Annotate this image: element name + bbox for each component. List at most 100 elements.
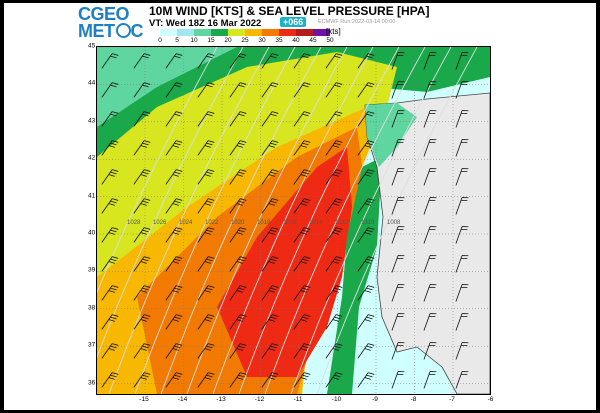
wind-barb	[261, 140, 279, 156]
wind-barb	[133, 314, 151, 330]
wind-barb	[293, 343, 311, 359]
isobar-label: 1026	[153, 220, 167, 226]
wind-barb	[261, 256, 279, 272]
isobar-label: 1010	[361, 220, 375, 226]
wind-barb	[165, 227, 183, 243]
cgeometoc-logo: CGEO MET C	[78, 4, 150, 46]
wind-barb	[423, 313, 437, 331]
isobar-line	[97, 47, 244, 358]
wind-barb	[133, 140, 151, 156]
valid-time: VT: Wed 18Z 16 Mar 2022	[149, 18, 262, 29]
wind-barb	[325, 82, 343, 98]
wind-barb	[391, 81, 405, 99]
logo-line-1: CGEO	[78, 4, 130, 24]
wind-barb	[423, 255, 437, 273]
wind-barb	[101, 198, 119, 214]
latitude-label: 40	[88, 229, 96, 237]
colorbar-tick-label: 20	[224, 37, 232, 44]
wind-barb	[229, 227, 247, 243]
wind-barb	[391, 197, 405, 215]
wind-barb	[391, 313, 405, 331]
wind-barb	[229, 372, 247, 388]
wind-barb	[455, 342, 469, 360]
wind-barb	[423, 371, 437, 389]
wind-barb	[133, 256, 151, 272]
wind-barb	[261, 372, 279, 388]
wind-barb	[423, 342, 437, 360]
wind-barb	[423, 197, 437, 215]
isobar-label: 1018	[257, 220, 271, 226]
isobar-lines: 1028 1026 1024 1022 1020 1018 1016 1014 1012 1010…	[97, 47, 478, 394]
wind-barb	[197, 169, 215, 185]
wind-barb	[133, 169, 151, 185]
longitude-label: -6	[487, 396, 494, 403]
wind-barb	[101, 111, 119, 127]
wind-barb	[391, 139, 405, 157]
wind-barb	[293, 256, 311, 272]
isobar-line	[238, 47, 400, 394]
wind-barb	[101, 314, 119, 330]
colorbar-tick-label: 15	[207, 37, 215, 44]
wind-barb	[325, 285, 343, 301]
wind-barb	[133, 111, 151, 127]
wind-barb	[261, 314, 279, 330]
wind-barb	[261, 82, 279, 98]
wind-barb	[423, 139, 437, 157]
wind-barb	[357, 53, 375, 69]
wind-barb	[455, 168, 469, 186]
wind-barb	[197, 285, 215, 301]
wind-barb	[101, 140, 119, 156]
wind-barb	[229, 53, 247, 69]
wind-barb	[357, 285, 375, 301]
model-run-info: ECMWF Run:2022-03-14 00:00	[318, 19, 396, 25]
wind-barb	[197, 111, 215, 127]
longitude-label: -7	[449, 396, 455, 403]
wind-barb	[101, 227, 119, 243]
latitude-label: 37	[88, 341, 96, 349]
wind-barb	[101, 169, 119, 185]
longitude-label: -15	[139, 396, 149, 403]
wind-barb	[101, 256, 119, 272]
wind-barb	[165, 53, 183, 69]
colorbar-tick-label: 35	[275, 37, 283, 44]
wind-barb	[325, 53, 343, 69]
colorbar-tick-label: 50	[326, 37, 334, 44]
wind-barbs	[101, 52, 469, 389]
wind-barb	[357, 82, 375, 98]
wind-barb	[357, 343, 375, 359]
wind-field-green	[97, 47, 490, 217]
wind-barb	[101, 53, 119, 69]
wind-barb	[229, 82, 247, 98]
isobar-label: 1024	[179, 220, 193, 226]
wind-barb	[293, 82, 311, 98]
wind-field-lightgreen	[97, 47, 237, 127]
wind-barb	[165, 343, 183, 359]
longitude-label: -13	[216, 396, 226, 403]
isobar-label: 1022	[205, 220, 219, 226]
wind-barb	[165, 82, 183, 98]
longitude-label: -11	[293, 396, 303, 403]
wind-barb	[325, 111, 343, 127]
map-canvas: 1028 1026 1024 1022 1020 1018 1016 1014 1012 1010…	[97, 47, 490, 394]
wind-barb	[423, 284, 437, 302]
longitude-label: -10	[331, 396, 342, 403]
wind-barb	[293, 198, 311, 214]
wind-barb	[229, 111, 247, 127]
wind-barb	[261, 198, 279, 214]
latitude-label: 42	[88, 154, 96, 162]
wind-barb	[357, 256, 375, 272]
wind-barb	[325, 140, 343, 156]
wind-barb	[101, 82, 119, 98]
colorbar-tick-label: 0	[158, 37, 162, 44]
colorbar-swatch	[211, 29, 228, 36]
wind-barb	[165, 198, 183, 214]
chart-title: 10M WIND [KTS] & SEA LEVEL PRESSURE [HPA…	[149, 4, 430, 18]
latitude-label: 41	[88, 192, 96, 200]
latitude-label: 39	[88, 266, 96, 274]
wind-barb	[293, 314, 311, 330]
wind-barb	[197, 256, 215, 272]
latitude-label: 44	[88, 79, 96, 87]
longitude-label: -9	[372, 396, 378, 403]
wind-barb	[391, 255, 405, 273]
wind-pressure-map: 1028 1026 1024 1022 1020 1018 1016 1014 1012 1010…	[96, 46, 491, 395]
